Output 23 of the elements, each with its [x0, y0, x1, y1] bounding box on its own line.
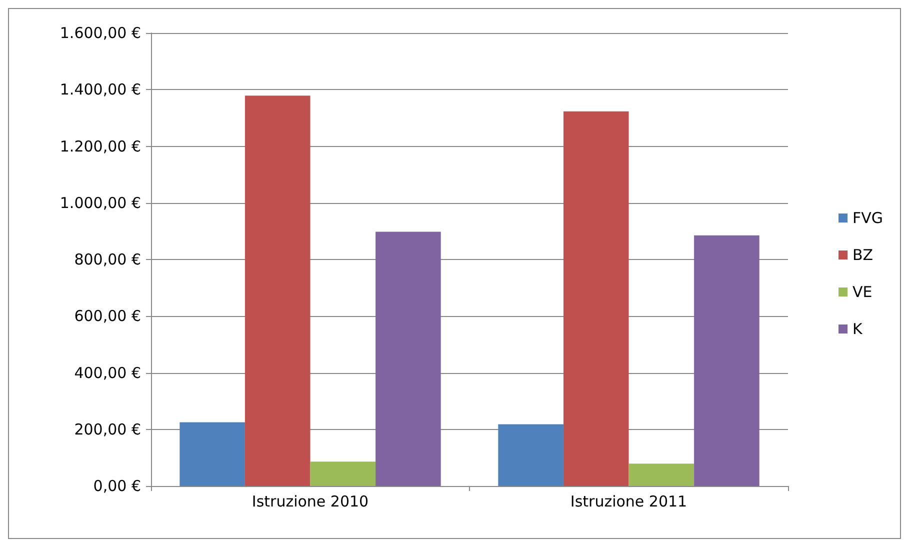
- bar: [310, 462, 376, 486]
- bar: [694, 235, 760, 486]
- x-tick-label: Istruzione 2011: [570, 492, 688, 510]
- y-tick-label: 1.600,00 €: [60, 24, 141, 42]
- legend-label: BZ: [852, 246, 874, 264]
- bar: [180, 422, 245, 486]
- x-tick-label: Istruzione 2010: [252, 492, 369, 510]
- y-tick-label: 1.200,00 €: [60, 137, 141, 156]
- y-tick-label: 600,00 €: [74, 307, 141, 326]
- bar: [563, 111, 629, 486]
- y-tick-label: 1.000,00 €: [60, 194, 141, 212]
- y-tick-label: 0,00 €: [93, 477, 141, 495]
- legend-label: K: [852, 320, 864, 338]
- bar: [628, 464, 694, 486]
- y-tick-label: 800,00 €: [74, 250, 141, 268]
- y-tick-label: 200,00 €: [74, 420, 141, 438]
- y-tick-label: 400,00 €: [74, 364, 141, 382]
- bar: [244, 96, 310, 486]
- y-tick-label: 1.400,00 €: [60, 80, 141, 99]
- bar: [498, 424, 564, 486]
- legend-label: VE: [852, 283, 872, 301]
- bar: [376, 232, 441, 486]
- legend-label: FVG: [852, 209, 884, 227]
